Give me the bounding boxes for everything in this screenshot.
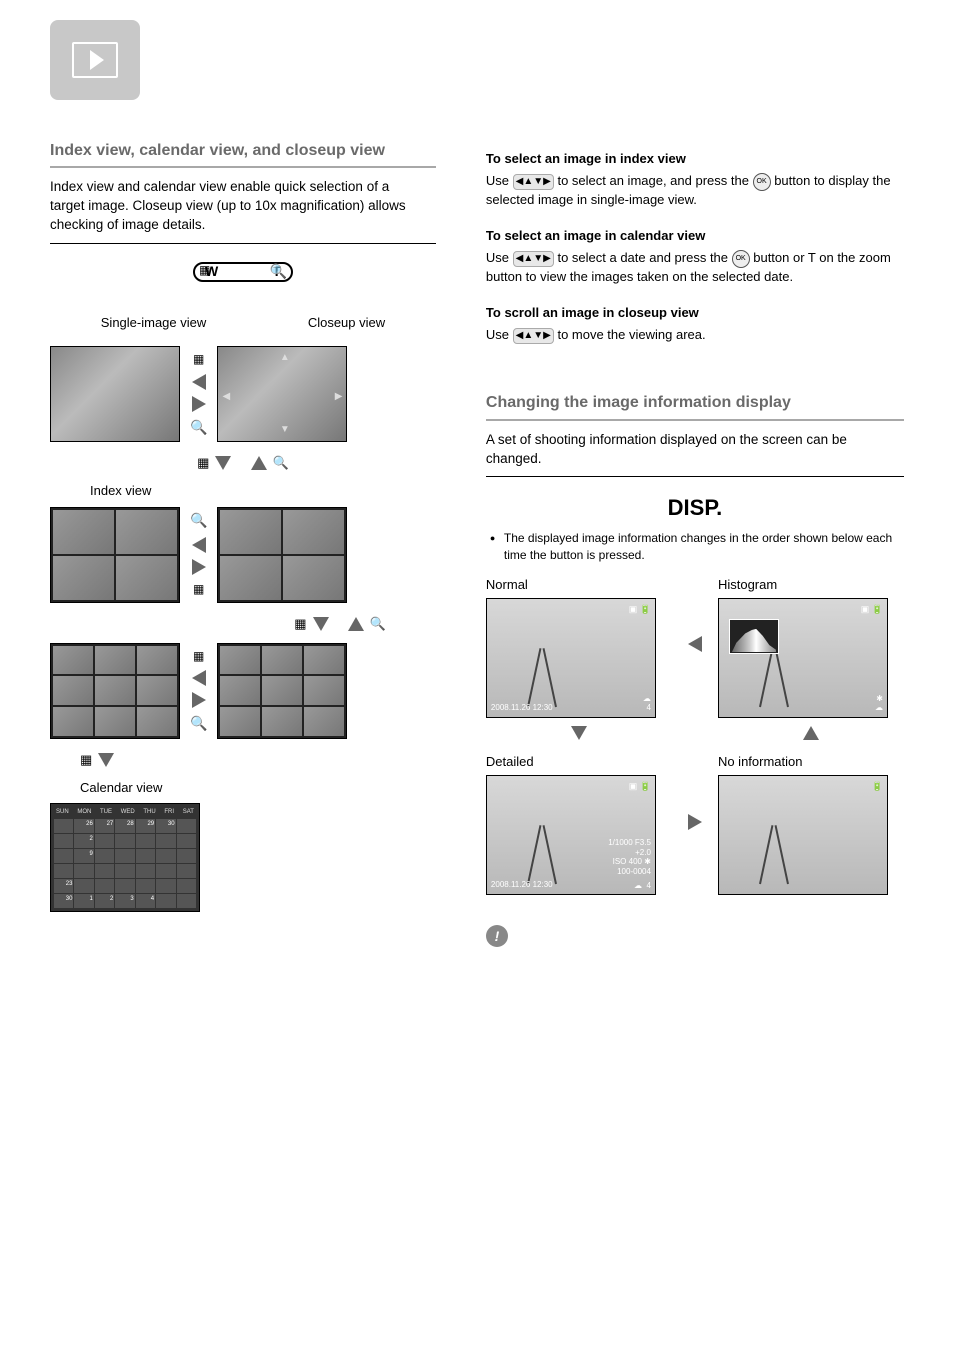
play-mode-icon [50,20,140,100]
label-detailed: Detailed [486,753,672,771]
disp-button-label: DISP. [486,493,904,524]
ok-button-icon: OK [753,173,771,191]
preview-noinfo: 🔋 [718,775,888,895]
divider [50,243,436,244]
preview-histogram: ▣ 🔋 ✱☁ [718,598,888,718]
preview-detailed: ▣ 🔋 2008.11.26 12:30 1/1000 F3.5 +2.0 IS… [486,775,656,895]
disp-note: The displayed image information changes … [486,530,904,564]
label-calendar: Calendar view [80,779,436,797]
intro-text: Index view and calendar view enable quic… [50,178,436,235]
caution-icon: ! [486,925,508,947]
dpad-icon: ◀▲▼▶ [513,251,554,267]
thumb-index-9 [50,643,180,739]
arrow-right-icon [688,814,702,830]
arrow-stack: ▦ 🔍 [190,351,207,437]
zoom-control: ▦ 🔍 W T [193,262,293,304]
thumb-index-4b [217,507,347,603]
arrow-left-icon [688,636,702,652]
mini-zoom-1: ▦ 🔍 [50,454,436,472]
preview-normal: ▣ 🔋 2008.11.26 12:30 ☁4 [486,598,656,718]
body-cal: Use ◀▲▼▶ to select a date and press the … [486,249,904,286]
thumb-closeup: ▲ ▼ ◀ ▶ [217,346,347,442]
section2-intro: A set of shooting information displayed … [486,431,904,469]
dpad-icon: ◀▲▼▶ [513,328,554,344]
section-title-left: Index view, calendar view, and closeup v… [50,140,436,168]
subhead-cal: To select an image in calendar view [486,227,904,245]
thumb-index-9b [217,643,347,739]
grid-icon: ▦ [199,262,210,282]
arrow-stack-2: 🔍 ▦ [190,511,207,597]
body-scroll: Use ◀▲▼▶ to move the viewing area. [486,326,904,344]
magnify-icon: 🔍 [270,262,287,282]
section-title-right: Changing the image information display [486,392,904,420]
label-index: Index view [90,482,436,500]
divider-2 [486,476,904,477]
mini-zoom-2: ▦ 🔍 [50,615,386,633]
label-noinfo: No information [718,753,904,771]
thumb-index-4 [50,507,180,603]
arrow-down-icon [571,726,587,740]
dpad-icon: ◀▲▼▶ [513,174,554,190]
subhead-index: To select an image in index view [486,150,904,168]
ok-button-icon: OK [732,250,750,268]
arrow-up-icon [803,726,819,740]
mini-zoom-3: ▦ [80,751,436,769]
body-index: Use ◀▲▼▶ to select an image, and press t… [486,172,904,209]
label-normal: Normal [486,576,672,594]
arrow-stack-3: ▦ 🔍 [190,648,207,734]
label-histogram: Histogram [718,576,904,594]
label-closeup: Closeup view [308,314,385,332]
subhead-scroll: To scroll an image in closeup view [486,304,904,322]
thumb-single [50,346,180,442]
calendar-view: SUNMONTUEWEDTHUFRISAT 262728293029233012… [50,803,200,911]
label-single: Single-image view [101,314,207,332]
